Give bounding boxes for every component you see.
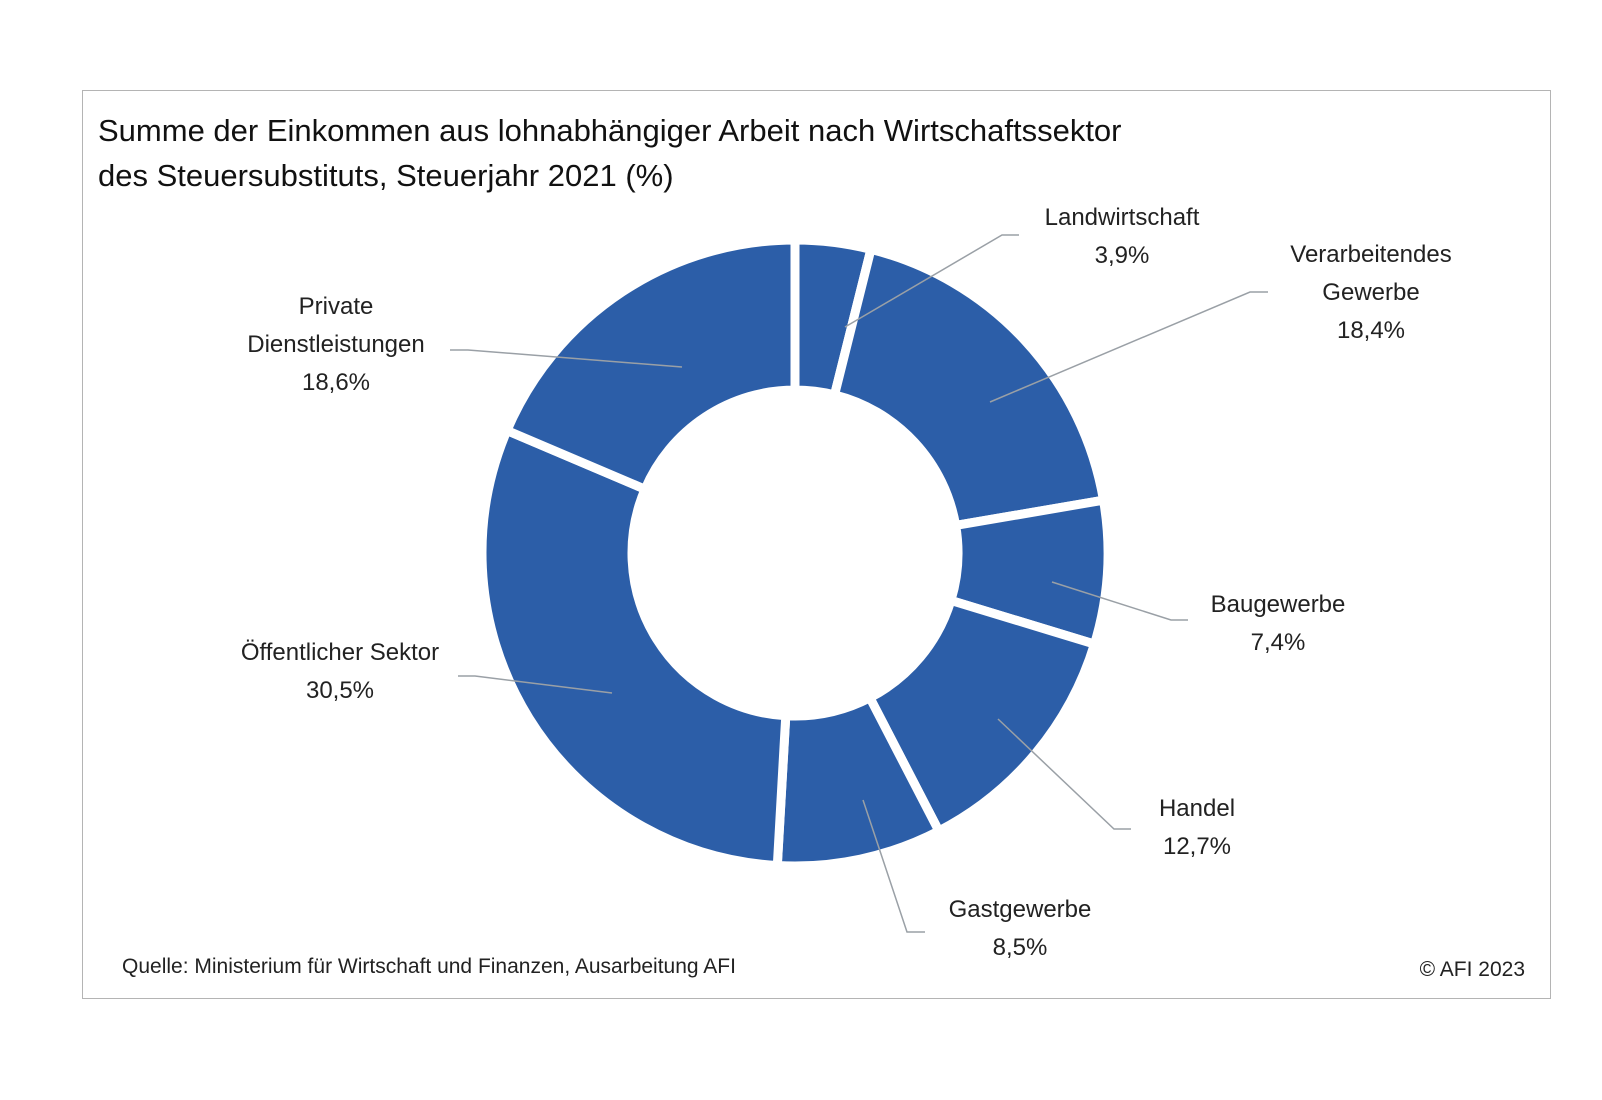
slice-label-gastgewerbe: Gastgewerbe (949, 896, 1092, 923)
leader-line-landwirtschaft (844, 234, 1019, 328)
slice-label-verarbeitendes-gewerbe-2: Gewerbe (1322, 279, 1419, 306)
leader-line-handel (997, 718, 1131, 830)
slice-label-private-dienstleistungen-2: Dienstleistungen (247, 331, 424, 358)
leader-line-baugewerbe (1051, 581, 1188, 621)
leader-line-oeffentlicher-sektor (458, 675, 613, 694)
slice-label-verarbeitendes-gewerbe-1: Verarbeitendes (1290, 241, 1451, 268)
chart-frame (82, 90, 1551, 999)
slice-verarbeitendes-gewerbe (829, 243, 1109, 531)
slice-oeffentlicher-sektor (477, 424, 791, 871)
slice-value-landwirtschaft: 3,9% (1095, 242, 1150, 269)
slice-label-private-dienstleistungen-1: Private (299, 293, 374, 320)
slice-value-handel: 12,7% (1163, 833, 1231, 860)
source-note: Quelle: Ministerium für Wirtschaft und F… (122, 955, 736, 978)
leader-line-private-dienstleistungen (450, 349, 683, 368)
leader-line-gastgewerbe (862, 799, 925, 933)
slice-value-baugewerbe: 7,4% (1251, 629, 1306, 656)
chart-title-line-2: des Steuersubstituts, Steuerjahr 2021 (%… (98, 158, 674, 193)
slice-value-private-dienstleistungen: 18,6% (302, 369, 370, 396)
slice-label-baugewerbe: Baugewerbe (1211, 591, 1346, 618)
slice-label-handel: Handel (1159, 795, 1235, 822)
chart-title-line-1: Summe der Einkommen aus lohnabhängiger A… (98, 113, 1122, 148)
leader-line-verarbeitendes-gewerbe (989, 291, 1268, 403)
slice-label-landwirtschaft: Landwirtschaft (1045, 204, 1200, 231)
slice-value-oeffentlicher-sektor: 30,5% (306, 677, 374, 704)
slice-value-gastgewerbe: 8,5% (993, 934, 1048, 961)
slice-label-oeffentlicher-sektor: Öffentlicher Sektor (241, 639, 439, 666)
slice-value-verarbeitendes-gewerbe: 18,4% (1337, 317, 1405, 344)
copyright-note: © AFI 2023 (1419, 958, 1525, 981)
